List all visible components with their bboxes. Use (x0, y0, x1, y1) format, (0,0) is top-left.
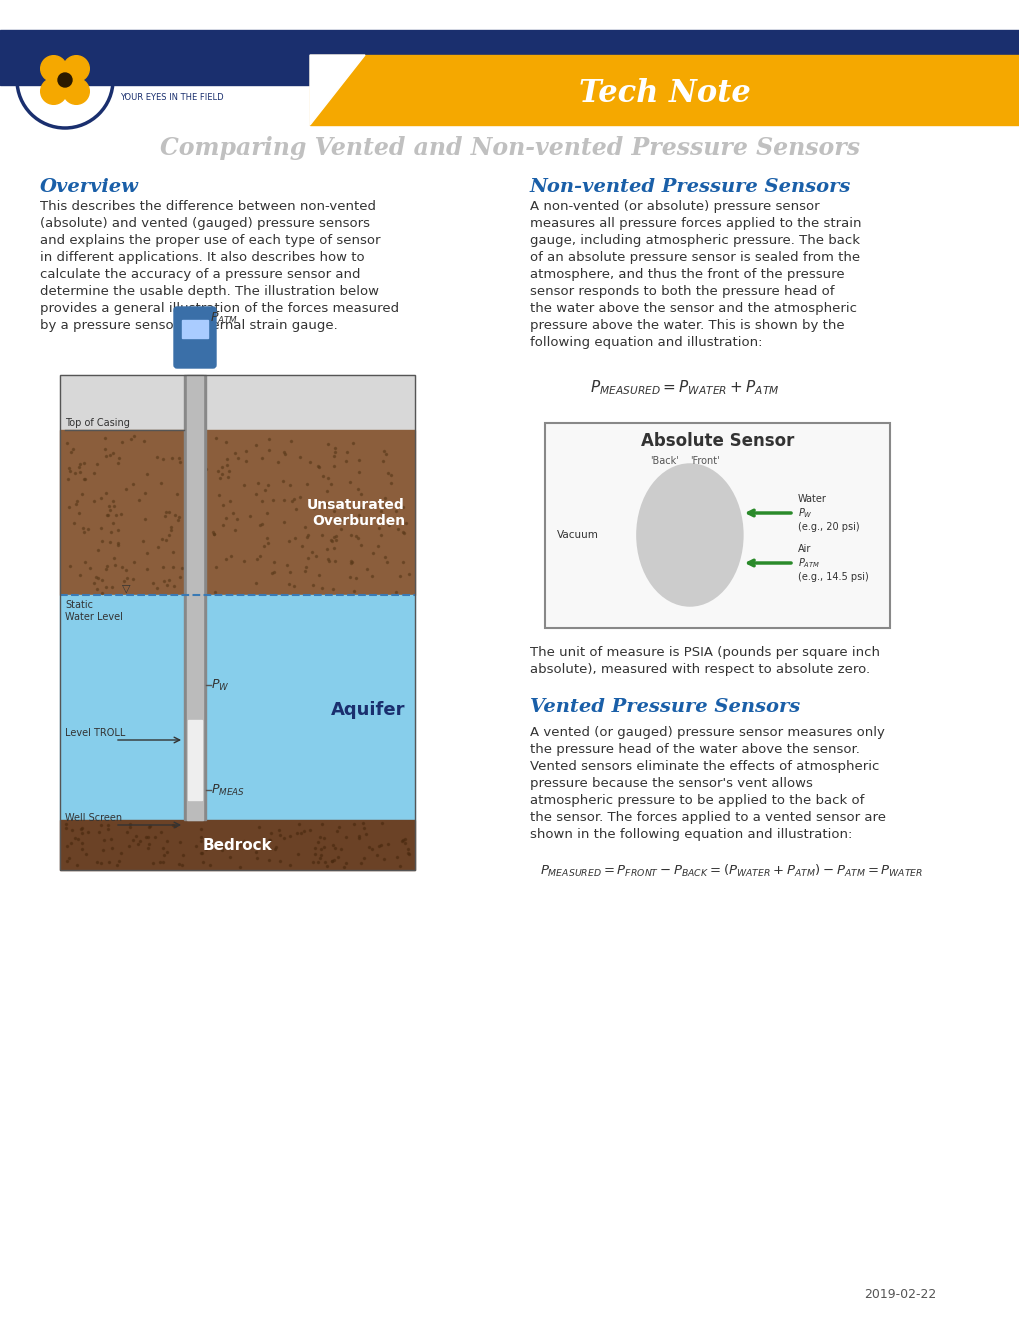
Text: absolute), measured with respect to absolute zero.: absolute), measured with respect to abso… (530, 663, 869, 676)
Polygon shape (310, 55, 365, 125)
Circle shape (41, 55, 66, 82)
Text: by a pressure sensor's internal strain gauge.: by a pressure sensor's internal strain g… (40, 319, 337, 333)
Text: atmospheric pressure to be applied to the back of: atmospheric pressure to be applied to th… (530, 795, 863, 807)
Text: the sensor. The forces applied to a vented sensor are: the sensor. The forces applied to a vent… (530, 810, 886, 824)
Text: Vented sensors eliminate the effects of atmospheric: Vented sensors eliminate the effects of … (530, 760, 878, 774)
Text: This describes the difference between non-vented: This describes the difference between no… (40, 201, 376, 213)
FancyBboxPatch shape (174, 308, 216, 368)
Text: Non-vented Pressure Sensors: Non-vented Pressure Sensors (530, 178, 851, 195)
Circle shape (58, 73, 72, 87)
Bar (186, 375, 203, 820)
Text: In-Situ: In-Situ (135, 58, 243, 86)
Bar (60, 375, 415, 430)
Ellipse shape (637, 465, 741, 605)
Text: A non-vented (or absolute) pressure sensor: A non-vented (or absolute) pressure sens… (530, 201, 819, 213)
Bar (60, 430, 415, 595)
Text: Vented Pressure Sensors: Vented Pressure Sensors (530, 698, 800, 715)
Text: calculate the accuracy of a pressure sensor and: calculate the accuracy of a pressure sen… (40, 268, 360, 281)
Text: Well Screen: Well Screen (65, 813, 122, 822)
Text: measures all pressure forces applied to the strain: measures all pressure forces applied to … (530, 216, 861, 230)
Text: Overview: Overview (40, 178, 139, 195)
Text: Static
Water Level: Static Water Level (65, 601, 122, 622)
Text: $P_{MEASURED} = P_{WATER} + P_{ATM}$: $P_{MEASURED} = P_{WATER} + P_{ATM}$ (589, 378, 779, 397)
Text: provides a general illustration of the forces measured: provides a general illustration of the f… (40, 302, 398, 315)
Bar (181, 319, 208, 338)
Text: the water above the sensor and the atmospheric: the water above the sensor and the atmos… (530, 302, 856, 315)
Text: Absolute Sensor: Absolute Sensor (640, 432, 794, 450)
Bar (544, 422, 890, 628)
Text: $P_{W}$: $P_{W}$ (211, 677, 229, 693)
Text: Vacuum: Vacuum (556, 531, 598, 540)
Text: atmosphere, and thus the front of the pressure: atmosphere, and thus the front of the pr… (530, 268, 844, 281)
Text: 'Back': 'Back' (650, 455, 679, 466)
Text: $P_{MEAS}$: $P_{MEAS}$ (211, 783, 245, 797)
Bar (187, 719, 202, 800)
Bar (0, 30, 1019, 84)
Text: pressure above the water. This is shown by the: pressure above the water. This is shown … (530, 319, 844, 333)
Bar (60, 595, 415, 820)
Text: $P_{MEASURED} = P_{FRONT} - P_{BACK} = (P_{WATER} + P_{ATM}) -P_{ATM} = P_{WATER: $P_{MEASURED} = P_{FRONT} - P_{BACK} = (… (539, 863, 922, 879)
Text: YOUR EYES IN THE FIELD: YOUR EYES IN THE FIELD (120, 94, 223, 103)
Text: shown in the following equation and illustration:: shown in the following equation and illu… (530, 828, 852, 841)
Bar (183, 375, 206, 820)
Text: pressure because the sensor's vent allows: pressure because the sensor's vent allow… (530, 777, 812, 789)
Text: and explains the proper use of each type of sensor: and explains the proper use of each type… (40, 234, 380, 247)
Text: gauge, including atmospheric pressure. The back: gauge, including atmospheric pressure. T… (530, 234, 859, 247)
Text: A vented (or gauged) pressure sensor measures only: A vented (or gauged) pressure sensor mea… (530, 726, 884, 739)
Bar (310, 55, 1019, 125)
Circle shape (63, 55, 90, 82)
Text: Bedrock: Bedrock (203, 837, 272, 853)
Circle shape (63, 78, 90, 104)
Circle shape (41, 78, 66, 104)
Text: Tech Note: Tech Note (579, 78, 750, 108)
Text: $P_{ATM}$: $P_{ATM}$ (210, 310, 238, 326)
Text: Comparing Vented and Non-vented Pressure Sensors: Comparing Vented and Non-vented Pressure… (160, 136, 859, 160)
Text: ▽: ▽ (122, 583, 130, 593)
Text: following equation and illustration:: following equation and illustration: (530, 337, 762, 348)
Text: 2019-02-22: 2019-02-22 (863, 1288, 935, 1302)
Text: Aquifer: Aquifer (330, 701, 405, 719)
Text: sensor responds to both the pressure head of: sensor responds to both the pressure hea… (530, 285, 834, 298)
Text: Water
$P_W$
(e.g., 20 psi): Water $P_W$ (e.g., 20 psi) (797, 494, 859, 532)
Text: (absolute) and vented (gauged) pressure sensors: (absolute) and vented (gauged) pressure … (40, 216, 370, 230)
Text: of an absolute pressure sensor is sealed from the: of an absolute pressure sensor is sealed… (530, 251, 859, 264)
Text: in different applications. It also describes how to: in different applications. It also descr… (40, 251, 364, 264)
Text: Level TROLL: Level TROLL (65, 729, 125, 738)
Bar (60, 820, 415, 870)
Text: the pressure head of the water above the sensor.: the pressure head of the water above the… (530, 743, 859, 756)
Text: Air
$P_{ATM}$
(e.g., 14.5 psi): Air $P_{ATM}$ (e.g., 14.5 psi) (797, 544, 868, 582)
Text: The unit of measure is PSIA (pounds per square inch: The unit of measure is PSIA (pounds per … (530, 645, 879, 659)
Text: Top of Casing: Top of Casing (65, 418, 129, 428)
Bar (60, 375, 415, 870)
Text: Unsaturated
Overburden: Unsaturated Overburden (307, 498, 405, 528)
Text: determine the usable depth. The illustration below: determine the usable depth. The illustra… (40, 285, 379, 298)
Text: 'Front': 'Front' (690, 455, 719, 466)
